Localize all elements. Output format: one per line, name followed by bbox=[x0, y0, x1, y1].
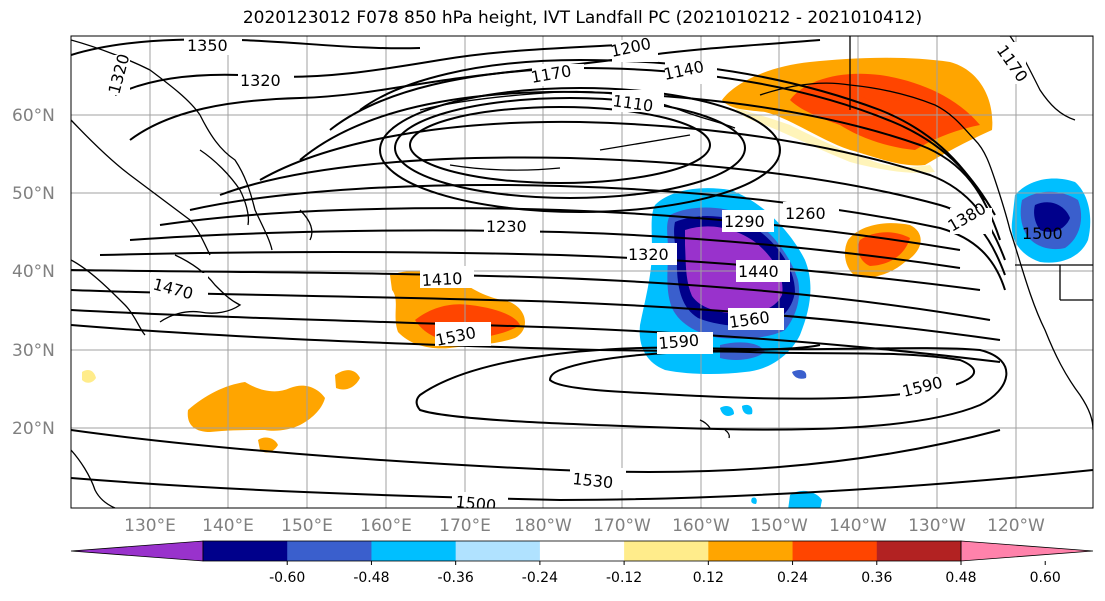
map-frame bbox=[70, 35, 1094, 509]
colorbar-tick-label: 0.12 bbox=[693, 570, 724, 586]
colorbar-tick-label: 0.36 bbox=[861, 570, 892, 586]
colorbar bbox=[70, 540, 1094, 562]
lon-label: 160°E bbox=[360, 516, 412, 536]
colorbar-tick-label: -0.24 bbox=[522, 570, 558, 586]
contour-label-group: 1350 1320 1320 1200 1170 1140 1110 1230 … bbox=[100, 36, 1063, 515]
longitude-labels: 130°E 140°E 150°E 160°E 170°E 180°W 170°… bbox=[124, 516, 1045, 536]
colorbar-segment bbox=[455, 541, 541, 561]
lon-label: 170°W bbox=[593, 516, 651, 536]
contour-label: 1440 bbox=[738, 262, 779, 281]
contour-label: 1320 bbox=[628, 245, 669, 264]
contour-label: 1290 bbox=[724, 212, 765, 231]
lon-label: 140°W bbox=[829, 516, 887, 536]
lon-label: 150°E bbox=[281, 516, 333, 536]
contour-label: 1230 bbox=[486, 217, 527, 236]
colorbar-low-extend bbox=[70, 540, 204, 562]
lon-label: 170°E bbox=[439, 516, 491, 536]
colorbar-segment bbox=[539, 541, 625, 561]
lon-label: 160°W bbox=[672, 516, 730, 536]
map-title: 2020123012 F078 850 hPa height, IVT Land… bbox=[242, 8, 923, 28]
contour-label: 1350 bbox=[187, 36, 228, 55]
colorbar-segment bbox=[792, 541, 878, 561]
lat-label: 60°N bbox=[12, 106, 55, 126]
lon-label: 130°E bbox=[124, 516, 176, 536]
colorbar-tick-label: -0.60 bbox=[269, 570, 305, 586]
contour-label: 1320 bbox=[240, 71, 281, 90]
lon-label: 180°W bbox=[514, 516, 572, 536]
lat-label: 30°N bbox=[12, 341, 55, 361]
lat-label: 50°N bbox=[12, 184, 55, 204]
colorbar-segment bbox=[203, 541, 288, 561]
colorbar-tick-label: -0.36 bbox=[438, 570, 474, 586]
colorbar-ticks: -0.60 -0.48 -0.36 -0.24 -0.12 0.12 0.24 0.36 0.4… bbox=[269, 561, 1061, 586]
colorbar-segment bbox=[287, 541, 372, 561]
colorbar-segment bbox=[708, 541, 794, 561]
lon-label: 150°W bbox=[750, 516, 808, 536]
lat-label: 20°N bbox=[12, 419, 55, 439]
colorbar-tick-label: 0.24 bbox=[777, 570, 808, 586]
lon-label: 140°E bbox=[202, 516, 254, 536]
colorbar-segment bbox=[624, 541, 709, 561]
colorbar-segment bbox=[371, 541, 457, 561]
colorbar-tick-label: 0.48 bbox=[945, 570, 976, 586]
contour-label: 1410 bbox=[421, 269, 463, 290]
colorbar-frame bbox=[202, 540, 962, 562]
map-plot-area: 1350 1320 1320 1200 1170 1140 1110 1230 … bbox=[71, 36, 1093, 515]
contour-label: 1500 bbox=[455, 492, 497, 515]
ivt-negative-northwest-us bbox=[1011, 178, 1091, 263]
lat-label: 40°N bbox=[12, 262, 55, 282]
contour-label: 1590 bbox=[658, 331, 700, 353]
contour-label: 1530 bbox=[572, 469, 614, 492]
colorbar-tick-label: -0.48 bbox=[353, 570, 389, 586]
lon-label: 120°W bbox=[987, 516, 1045, 536]
contour-label: 1260 bbox=[785, 204, 826, 223]
contour-label: 1500 bbox=[1022, 224, 1063, 243]
colorbar-tick-label: 0.60 bbox=[1030, 570, 1061, 586]
colorbar-tick-label: -0.12 bbox=[606, 570, 642, 586]
colorbar-segment bbox=[876, 541, 962, 561]
colorbar-high-extend bbox=[960, 540, 1094, 562]
lon-label: 130°W bbox=[908, 516, 966, 536]
latitude-labels: 60°N 50°N 40°N 30°N 20°N bbox=[12, 106, 55, 439]
